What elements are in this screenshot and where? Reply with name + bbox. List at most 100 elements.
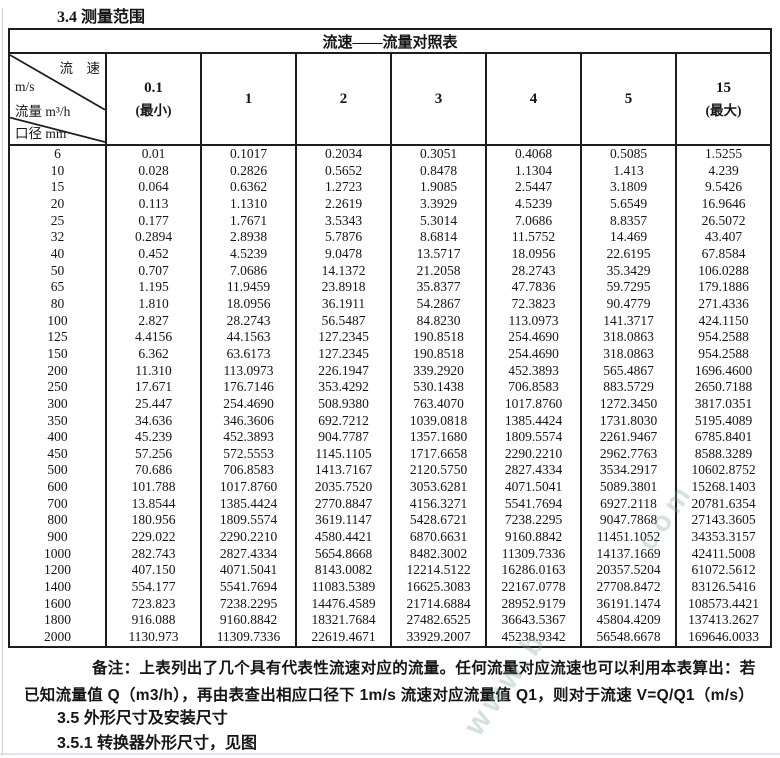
table-row: 1600 723.823 7238.2295 14476.4589 21714.6884… [8,595,772,613]
flow-value-cell: 4.5239 [485,195,582,213]
flow-value-cell: 5654.8668 [295,545,392,563]
flow-value-cell: 5541.7694 [200,579,297,596]
flow-value-cell: 318.0863 [580,345,677,363]
flow-value-cell: 407.150 [105,562,202,580]
flow-value-cell: 6927.2118 [580,495,677,513]
corner-diameter-label: 口径 mm [15,126,67,141]
diameter-cell: 1800 [8,612,107,630]
flow-value-cell: 0.5085 [580,145,677,163]
flow-value-cell: 2.827 [105,312,202,330]
flow-value-cell: 6870.6631 [390,529,487,546]
diameter-cell: 300 [8,395,107,413]
flow-value-cell: 1.7671 [200,212,297,230]
table-row: 800 180.956 1809.5574 3619.1147 5428.6721 723… [8,512,772,530]
flow-value-cell: 271.4336 [675,295,772,313]
flow-value-cell: 34353.3157 [675,529,772,546]
flow-value-cell: 424.1150 [675,312,772,330]
flow-value-cell: 15268.1403 [675,479,772,496]
corner-velocity-label: 流 速 [59,61,101,76]
flow-value-cell: 176.7146 [200,379,297,396]
flow-value-cell: 18.0956 [200,295,297,313]
flow-value-cell: 190.8518 [390,329,487,346]
table-title: 流速——流量对照表 [8,28,772,54]
scan-edge-line [2,8,3,756]
flow-value-cell: 6785.8401 [675,429,772,446]
diameter-cell: 32 [8,229,107,246]
diameter-cell: 1400 [8,579,107,596]
flow-value-cell: 72.3823 [485,295,582,313]
flow-value-cell: 26.5072 [675,212,772,230]
velocity-header-cell: 4 [485,52,582,146]
flow-value-cell: 452.3893 [200,429,297,446]
table-row: 600 101.788 1017.8760 2035.7520 3053.6281 407… [8,479,772,496]
flow-value-cell: 254.4690 [485,329,582,346]
flow-value-cell: 180.956 [105,512,202,530]
velocity-header-cell: 15 (最大) [675,52,772,146]
flow-value-cell: 1717.6658 [390,445,487,463]
flow-value-cell: 14.469 [580,229,677,246]
flow-value-cell: 1385.4424 [200,495,297,513]
flow-value-cell: 8.6814 [390,229,487,246]
velocity-header-cell: 3 [390,52,487,146]
flow-value-cell: 4580.4421 [295,529,392,546]
flow-value-cell: 229.022 [105,529,202,546]
flow-value-cell: 2290.2210 [485,445,582,463]
flow-value-cell: 20781.6354 [675,495,772,513]
table-row: 125 4.4156 44.1563 127.2345 190.8518 254.4690… [8,329,772,346]
flow-value-cell: 1272.3450 [580,395,677,413]
flow-value-cell: 3.3929 [390,195,487,213]
flow-value-cell: 11309.7336 [485,545,582,563]
flow-value-cell: 190.8518 [390,345,487,363]
flow-value-cell: 18.0956 [485,245,582,263]
flow-value-cell: 8143.0082 [295,562,392,580]
diagonal-divider-lines [10,54,105,143]
flow-value-cell: 56.5487 [295,312,392,330]
flow-value-cell: 101.788 [105,479,202,496]
flow-value-cell: 4.239 [675,162,772,180]
flow-value-cell: 0.707 [105,262,202,280]
flow-value-cell: 0.177 [105,212,202,230]
flow-value-cell: 1.2723 [295,179,392,196]
flow-value-cell: 1145.1105 [295,445,392,463]
flow-value-cell: 21.2058 [390,262,487,280]
flow-value-cell: 1.413 [580,162,677,180]
flow-value-cell: 27708.8472 [580,579,677,596]
flow-value-cell: 1809.5574 [485,429,582,446]
flow-value-cell: 13.5717 [390,245,487,263]
flow-value-cell: 18321.7684 [295,612,392,630]
flow-value-cell: 0.01 [105,145,202,163]
flow-value-cell: 0.113 [105,195,202,213]
flow-value-cell: 282.743 [105,545,202,563]
flow-value-cell: 9160.8842 [485,529,582,546]
flow-value-cell: 9.0478 [295,245,392,263]
flow-value-cell: 4071.5041 [485,479,582,496]
flow-value-cell: 9047.7868 [580,512,677,530]
table-row: 80 1.810 18.0956 36.1911 54.2867 72.3823 90.47… [8,295,772,313]
diameter-cell: 400 [8,429,107,446]
flow-value-cell: 113.0973 [485,312,582,330]
flow-value-cell: 7238.2295 [200,595,297,613]
flow-value-cell: 1017.8760 [485,395,582,413]
flow-value-cell: 3053.6281 [390,479,487,496]
flow-value-cell: 45238.9342 [485,629,582,647]
flow-value-cell: 318.0863 [580,329,677,346]
diameter-cell: 6 [8,145,107,163]
flow-value-cell: 6.362 [105,345,202,363]
flow-value-cell: 1385.4424 [485,412,582,430]
table-row: 2000 1130.973 11309.7336 22619.4671 33929.20… [8,629,772,647]
flow-value-cell: 45.239 [105,429,202,446]
flow-value-cell: 954.2588 [675,345,772,363]
flow-value-cell: 67.8584 [675,245,772,263]
table-row: 1000 282.743 2827.4334 5654.8668 8482.3002 11… [8,545,772,563]
flow-value-cell: 339.2920 [390,362,487,380]
flow-value-cell: 2962.7763 [580,445,677,463]
flow-value-cell: 22.6195 [580,245,677,263]
diameter-cell: 250 [8,379,107,396]
diameter-cell: 150 [8,345,107,363]
flow-value-cell: 9.5426 [675,179,772,196]
flow-value-cell: 22619.4671 [295,629,392,647]
flow-value-cell: 4.5239 [200,245,297,263]
flow-value-cell: 1.810 [105,295,202,313]
flow-value-cell: 3.5343 [295,212,392,230]
table-row: 400 45.239 452.3893 904.7787 1357.1680 1809.5… [8,429,772,446]
